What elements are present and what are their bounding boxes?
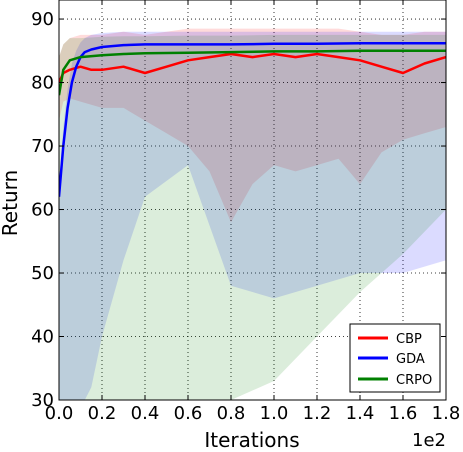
y-axis-label: Return [0, 170, 22, 236]
gda-line [59, 41, 446, 197]
y-tick-label: 90 [31, 9, 54, 30]
x-tick-label: 0.4 [131, 403, 160, 424]
x-tick-label: 1.8 [432, 403, 461, 424]
legend-label-crpo: CRPO [396, 373, 432, 388]
ticks: 0.0 0.2 0.4 0.6 0.8 1.0 1.2 1.4 1.6 1.8 30 40 50 60 70… [31, 0, 460, 424]
y-tick-label: 80 [31, 73, 54, 94]
cbp-line [59, 52, 446, 84]
x-tick-label: 1.2 [303, 403, 332, 424]
cbp-band [59, 28, 446, 223]
x-tick-label: 1.6 [389, 403, 418, 424]
legend-label-gda: GDA [396, 352, 425, 367]
y-tick-label: 70 [31, 136, 54, 157]
crpo-band [59, 34, 446, 400]
y-tick-label: 40 [31, 327, 54, 348]
y-tick-label: 30 [31, 390, 54, 411]
plot-frame [58, 0, 447, 401]
x-tick-label: 1.4 [346, 403, 375, 424]
legend: CBP GDA CRPO [349, 323, 441, 393]
y-tick-label: 60 [31, 200, 54, 221]
shaded-regions [59, 28, 446, 400]
series-lines [59, 41, 446, 197]
y-tick-label: 50 [31, 263, 54, 284]
x-axis-label: Iterations [204, 428, 299, 452]
crpo-line [59, 49, 446, 96]
x-axis-multiplier: 1e2 [412, 430, 446, 451]
x-tick-label: 1.0 [260, 403, 289, 424]
x-tick-label: 0.0 [45, 403, 74, 424]
x-tick-label: 0.2 [88, 403, 117, 424]
x-tick-label: 0.6 [174, 403, 203, 424]
gda-band [59, 31, 446, 400]
legend-label-cbp: CBP [396, 332, 422, 347]
x-tick-label: 0.8 [217, 403, 246, 424]
